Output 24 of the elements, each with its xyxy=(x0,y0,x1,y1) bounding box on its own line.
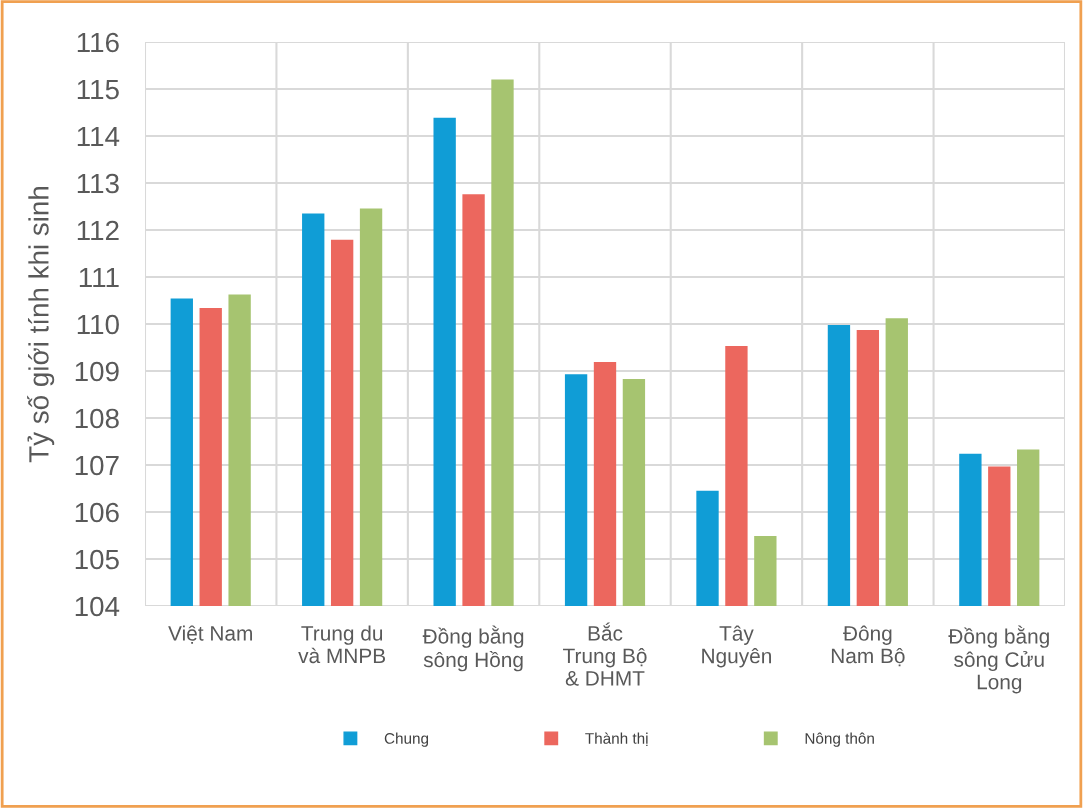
x-tick-label: Tây Nguyên xyxy=(702,625,771,668)
x-tick-label: Đồng bằng sông Hồng xyxy=(422,625,524,672)
y-tick-label: 110 xyxy=(77,314,119,335)
y-tick-label: 111 xyxy=(79,267,119,288)
y-tick-label: 107 xyxy=(75,455,119,476)
x-tick-label: Trung du và MNPB xyxy=(298,625,386,664)
legend-label: Nông thôn xyxy=(805,732,874,747)
y-tick-label: 105 xyxy=(75,549,119,570)
y-tick-label: 104 xyxy=(75,596,120,617)
y-tick-label: 112 xyxy=(77,220,119,241)
x-tick-label: Việt Nam xyxy=(168,625,252,644)
y-tick-label: 106 xyxy=(75,502,119,523)
x-tick-label: Bắc Trung Bộ & DHMT xyxy=(563,622,647,686)
x-tick-label: Đồng bằng sông Cửu Long xyxy=(948,625,1049,694)
legend-label: Chung xyxy=(384,732,429,747)
y-tick-label: 115 xyxy=(77,79,119,100)
y-tick-label: 116 xyxy=(77,32,119,53)
y-axis-title: Tỷ số giới tính khi sinh xyxy=(27,187,55,463)
x-tick-label: Đông Nam Bộ xyxy=(831,625,905,667)
y-tick-label: 109 xyxy=(75,361,119,382)
legend-label: Thành thị xyxy=(585,732,648,746)
y-tick-label: 114 xyxy=(77,126,120,147)
y-tick-label: 108 xyxy=(75,408,119,429)
y-tick-label: 113 xyxy=(77,173,119,194)
